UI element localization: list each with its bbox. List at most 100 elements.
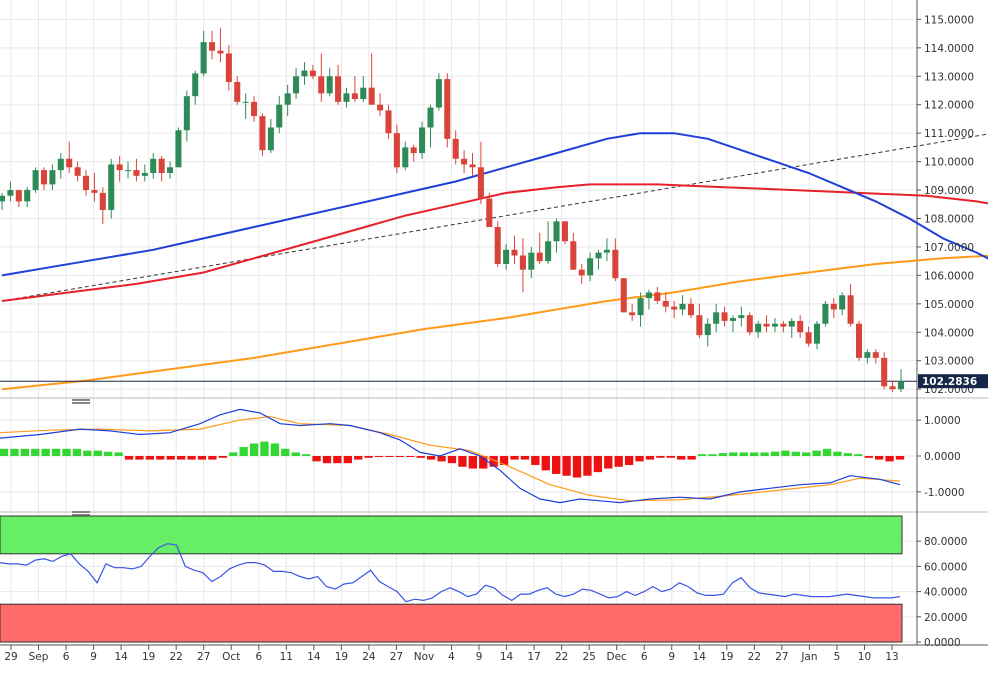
- candle-body: [603, 249, 610, 253]
- candle-body: [276, 104, 283, 128]
- x-tick-label: 19: [720, 651, 733, 663]
- candle-body: [251, 101, 258, 117]
- price-y-axis: 115.0000 114.0000 113.0000 112.0000 111.0000…: [917, 14, 974, 396]
- sma-red-line: [1, 183, 988, 302]
- candle-body: [7, 190, 14, 196]
- macd-bar: [697, 454, 707, 456]
- candle-body: [830, 303, 837, 310]
- price-tick-label: 104.0000: [924, 327, 974, 339]
- candle-body: [553, 221, 560, 242]
- candle-body: [629, 312, 636, 316]
- candle-body: [805, 332, 812, 344]
- candle-body: [183, 96, 190, 131]
- macd-bar: [635, 456, 644, 462]
- candle-body: [116, 164, 123, 171]
- candle-body: [461, 158, 468, 165]
- candle-body: [797, 320, 804, 333]
- macd-bar: [468, 456, 478, 469]
- x-tick-label: Jan: [800, 651, 817, 663]
- candle-body: [343, 93, 350, 102]
- candle-body: [267, 127, 274, 151]
- macd-bar: [520, 456, 530, 460]
- x-tick-label: 14: [114, 651, 128, 663]
- candle-body: [662, 300, 669, 307]
- macd-bar: [312, 456, 321, 462]
- macd-bar: [364, 456, 373, 458]
- macd-bar: [239, 447, 248, 456]
- candle-body: [24, 190, 31, 202]
- candle-body: [561, 221, 568, 242]
- macd-bar: [729, 452, 738, 456]
- macd-bar: [51, 448, 61, 456]
- candle-body: [368, 87, 375, 105]
- price-tick-label: 103.0000: [924, 356, 974, 368]
- candle-body: [15, 190, 22, 202]
- price-tick-label: 109.0000: [924, 185, 974, 197]
- candle-body: [889, 386, 896, 390]
- candle-body: [704, 323, 711, 336]
- macd-bar: [749, 452, 759, 456]
- macd-bar: [718, 453, 728, 456]
- macd-bar: [270, 443, 280, 456]
- x-tick-label: 9: [668, 651, 675, 663]
- candle-body: [158, 158, 165, 173]
- x-tick-label: 19: [335, 651, 348, 663]
- candle-body: [419, 127, 426, 154]
- candle-body: [822, 303, 829, 324]
- candlesticks: [0, 27, 905, 392]
- candle-body: [360, 87, 367, 100]
- candle-body: [729, 318, 736, 321]
- x-tick-label: 25: [582, 651, 595, 663]
- price-tick-label: 110.0000: [924, 157, 974, 169]
- x-tick-label: Sep: [29, 651, 49, 663]
- price-tick-label: 108.0000: [924, 213, 974, 225]
- price-tick-label: 105.0000: [924, 299, 974, 311]
- rsi-path: [0, 543, 901, 603]
- macd-bar: [281, 448, 290, 456]
- candle-body: [687, 303, 694, 316]
- panel-resize-handle[interactable]: [72, 399, 90, 404]
- macd-bar: [593, 456, 603, 473]
- macd-bar: [812, 450, 821, 456]
- macd-bar: [479, 456, 488, 469]
- macd-bar: [510, 456, 519, 460]
- macd-signal-line: [0, 415, 901, 502]
- macd-bar: [426, 456, 436, 460]
- x-tick-label: 22: [170, 651, 183, 663]
- macd-bar: [31, 448, 40, 456]
- candle-body: [293, 76, 300, 94]
- x-tick-label: 14: [693, 651, 707, 663]
- candle-body: [872, 352, 879, 358]
- macd-bar: [552, 456, 561, 474]
- macd-bar: [135, 456, 144, 460]
- candle-body: [410, 147, 417, 154]
- macd-bar: [864, 456, 873, 458]
- candle-body: [780, 323, 787, 327]
- x-tick-label: 9: [90, 651, 97, 663]
- candle-body: [570, 241, 577, 270]
- x-tick-label: 6: [255, 651, 262, 663]
- macd-bar: [562, 456, 571, 476]
- x-tick-label: 11: [280, 651, 293, 663]
- macd-bar: [260, 441, 269, 456]
- macd-bar: [156, 456, 165, 460]
- x-tick-label: 27: [390, 651, 403, 663]
- price-grid: [0, 18, 917, 390]
- candle-body: [284, 93, 291, 105]
- macd-bar: [822, 448, 832, 456]
- candle-body: [637, 298, 644, 316]
- x-tick-label: 10: [858, 651, 871, 663]
- panel-resize-handle[interactable]: [72, 511, 90, 516]
- macd-bar: [197, 456, 207, 460]
- x-tick-label: 4: [448, 651, 455, 663]
- macd-bar: [83, 450, 92, 456]
- macd-bar: [874, 456, 884, 460]
- price-tag-box: [918, 374, 988, 389]
- candle-body: [855, 323, 863, 358]
- macd-bar: [447, 456, 457, 464]
- oversold-zone: [0, 603, 903, 643]
- price-tick-label: 111.0000: [924, 128, 974, 140]
- candle-body: [192, 73, 199, 97]
- current-price-label: 102.2836: [922, 376, 977, 388]
